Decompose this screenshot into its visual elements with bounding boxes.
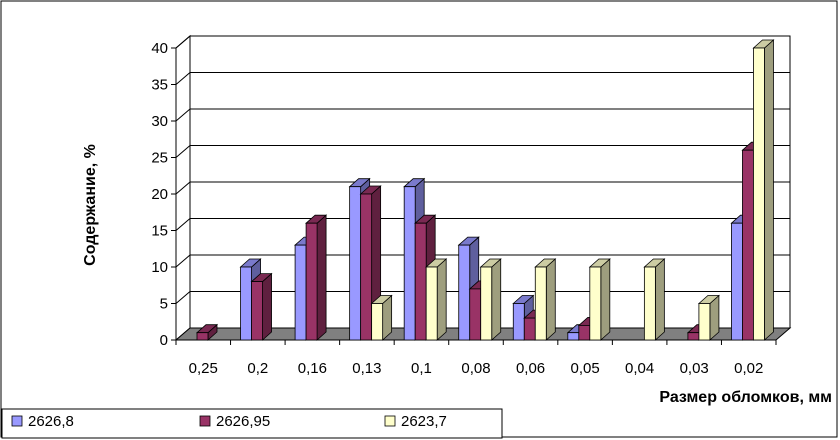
y-tick-label: 30 [151, 113, 168, 130]
bar-front [305, 222, 318, 341]
x-tick-label: 0,03 [680, 360, 709, 377]
bar-front [742, 149, 754, 341]
bar-front [414, 222, 427, 341]
bar [588, 258, 611, 341]
bar-front [567, 332, 580, 341]
y-tick-label: 5 [160, 296, 168, 313]
bar-front [196, 332, 209, 341]
bar [370, 294, 393, 341]
gridline [175, 218, 790, 231]
bar [752, 39, 775, 341]
x-axis-title: Размер обломков, мм [659, 389, 832, 406]
gridline [175, 35, 790, 49]
x-tick-label: 0,02 [734, 360, 763, 377]
bar-side [436, 258, 447, 341]
bar-front [512, 303, 525, 341]
x-tick-label: 0,06 [516, 360, 545, 377]
bar-side [600, 258, 611, 341]
legend-swatch [11, 415, 23, 427]
bar-side [654, 258, 665, 341]
bar-side [262, 272, 272, 341]
bar [534, 258, 557, 341]
bar-front [403, 186, 416, 341]
gridline [175, 181, 790, 195]
bar-front [458, 244, 471, 341]
bar-front [534, 266, 547, 341]
bar-front [371, 303, 384, 341]
y-tick-label: 25 [151, 150, 168, 167]
bar-front [589, 266, 602, 341]
bar-front [360, 193, 373, 341]
bar-front [523, 317, 536, 341]
gridline [175, 254, 790, 268]
y-tick-label: 40 [151, 40, 168, 57]
bar-front [251, 281, 263, 341]
bar-front [425, 266, 438, 341]
y-tick-label: 0 [160, 332, 168, 349]
y-axis-title: Содержание, % [82, 144, 99, 266]
bar [250, 272, 273, 341]
bar [697, 294, 720, 341]
bar [425, 258, 448, 341]
bar [195, 323, 219, 341]
legend-label: 2623,7 [401, 413, 447, 430]
x-tick-label: 0,2 [247, 360, 268, 377]
legend: 2626,8 2626,95 2623,7 [1, 408, 503, 439]
bar-front [469, 288, 482, 341]
gridline [175, 72, 790, 85]
bar-side [545, 258, 556, 341]
x-tick-label: 0,08 [461, 360, 490, 377]
y-tick-label: 35 [151, 77, 168, 94]
bar [643, 258, 666, 341]
bar-front [687, 332, 700, 341]
bar-side [316, 214, 327, 341]
gridline [175, 108, 790, 122]
legend-box [1, 408, 503, 439]
y-tick-label: 20 [151, 186, 168, 203]
bars [195, 39, 775, 341]
legend-swatch [384, 415, 396, 427]
x-tick-label: 0,04 [625, 360, 654, 377]
x-tick-label: 0,05 [570, 360, 599, 377]
x-tick-labels: 0,25 0,2 0,16 0,13 0,1 0,08 0,06 0,05 0,04 0,03 0,… [175, 340, 777, 377]
bar-side [764, 39, 774, 341]
x-tick-label: 0,13 [352, 360, 381, 377]
x-tick-label: 0,25 [189, 360, 218, 377]
bar-side [491, 258, 502, 341]
bar [479, 258, 502, 341]
x-tick-label: 0,16 [298, 360, 327, 377]
bar-front [240, 266, 252, 341]
bar-front [578, 324, 591, 341]
x-tick-label: 0,1 [411, 360, 432, 377]
y-tick-label: 15 [151, 223, 168, 240]
legend-swatch [199, 415, 211, 427]
bar-front [480, 266, 493, 341]
bar-front [731, 222, 743, 341]
y-tick-label: 10 [151, 259, 168, 276]
bar-front [294, 244, 307, 341]
bar-front [349, 186, 362, 341]
bar [305, 214, 328, 341]
bar-front [698, 303, 711, 341]
legend-label: 2626,8 [28, 413, 74, 430]
gridline [175, 145, 790, 158]
legend-label: 2626,95 [216, 413, 270, 430]
bar-front [753, 47, 765, 341]
y-tick-labels: 0 5 10 15 20 25 30 35 40 [151, 40, 176, 349]
bar-front [643, 266, 656, 341]
